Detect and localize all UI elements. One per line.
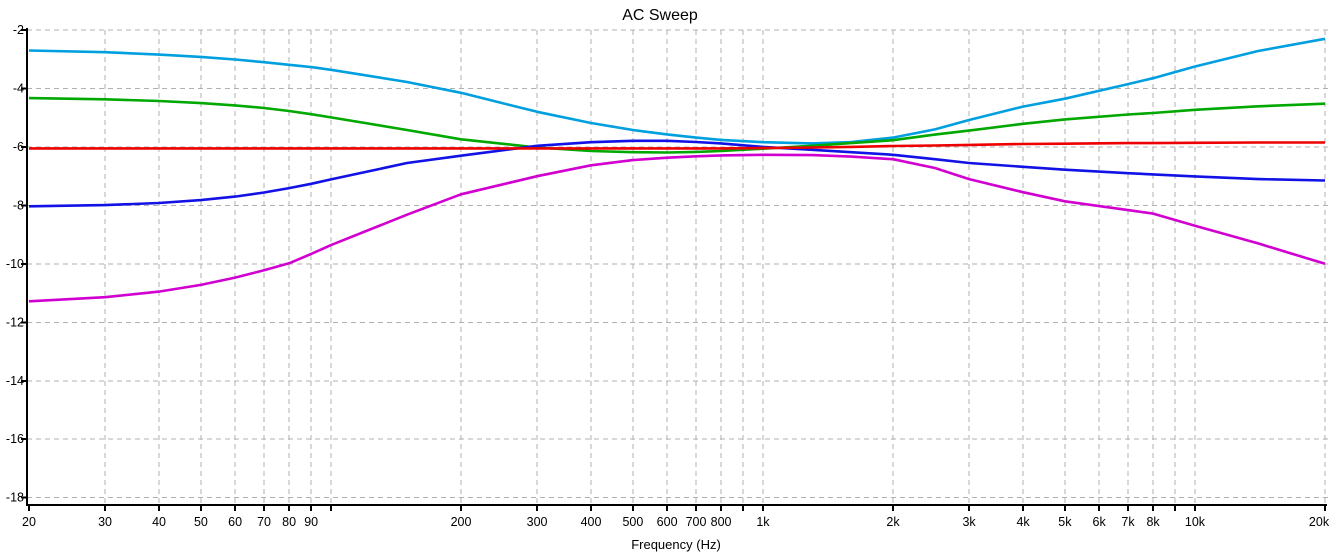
x-tick-label: 400 [581,515,602,529]
y-tick-label: -8 [13,198,24,212]
y-tick-label: -4 [13,81,24,95]
series-trace-green [28,96,1326,154]
x-tick-label: 4k [1016,515,1030,529]
y-tick-label: -10 [6,257,24,271]
x-tick-label: 30 [98,515,112,529]
x-tick-label: 2k [886,515,900,529]
x-tick-label: 800 [711,515,732,529]
x-tick-label: 20k [1309,515,1330,529]
series-trace-blue [28,139,1326,208]
y-tick-label: -18 [6,491,24,505]
y-tick-label: -6 [13,140,24,154]
x-tick-label: 6k [1093,515,1107,529]
chart-title: AC Sweep [622,7,698,24]
y-tick-label: -12 [6,315,24,329]
x-tick-label: 8k [1146,515,1160,529]
x-tick-label: 90 [304,515,318,529]
series-trace-red [29,141,1325,150]
x-tick-label: 80 [282,515,296,529]
series-trace-cyan [28,37,1326,145]
x-tick-label: 7k [1121,515,1135,529]
x-tick-label: 1k [756,515,770,529]
series-trace-magenta [28,153,1326,303]
x-tick-label: 600 [657,515,678,529]
x-tick-label: 5k [1058,515,1072,529]
x-tick-label: 20 [22,515,36,529]
y-tick-label: -16 [6,432,24,446]
x-tick-label: 300 [527,515,548,529]
x-tick-label: 3k [962,515,976,529]
x-tick-label: 70 [257,515,271,529]
x-tick-label: 700 [686,515,707,529]
x-tick-label: 10k [1185,515,1206,529]
axes [21,28,1327,511]
x-tick-label: 50 [194,515,208,529]
tick-labels: 20 30 40 50 60 70 80 90 200 300 400 500 600 700 800 1k 2… [6,23,1330,529]
grid [27,29,1330,504]
y-tick-label: -2 [13,23,24,37]
x-tick-label: 40 [152,515,166,529]
x-tick-label: 200 [451,515,472,529]
y-tick-label: -14 [6,374,24,388]
x-axis-title: Frequency (Hz) [631,537,721,552]
series-lines [28,37,1326,303]
x-tick-label: 500 [622,515,643,529]
x-tick-label: 60 [228,515,242,529]
